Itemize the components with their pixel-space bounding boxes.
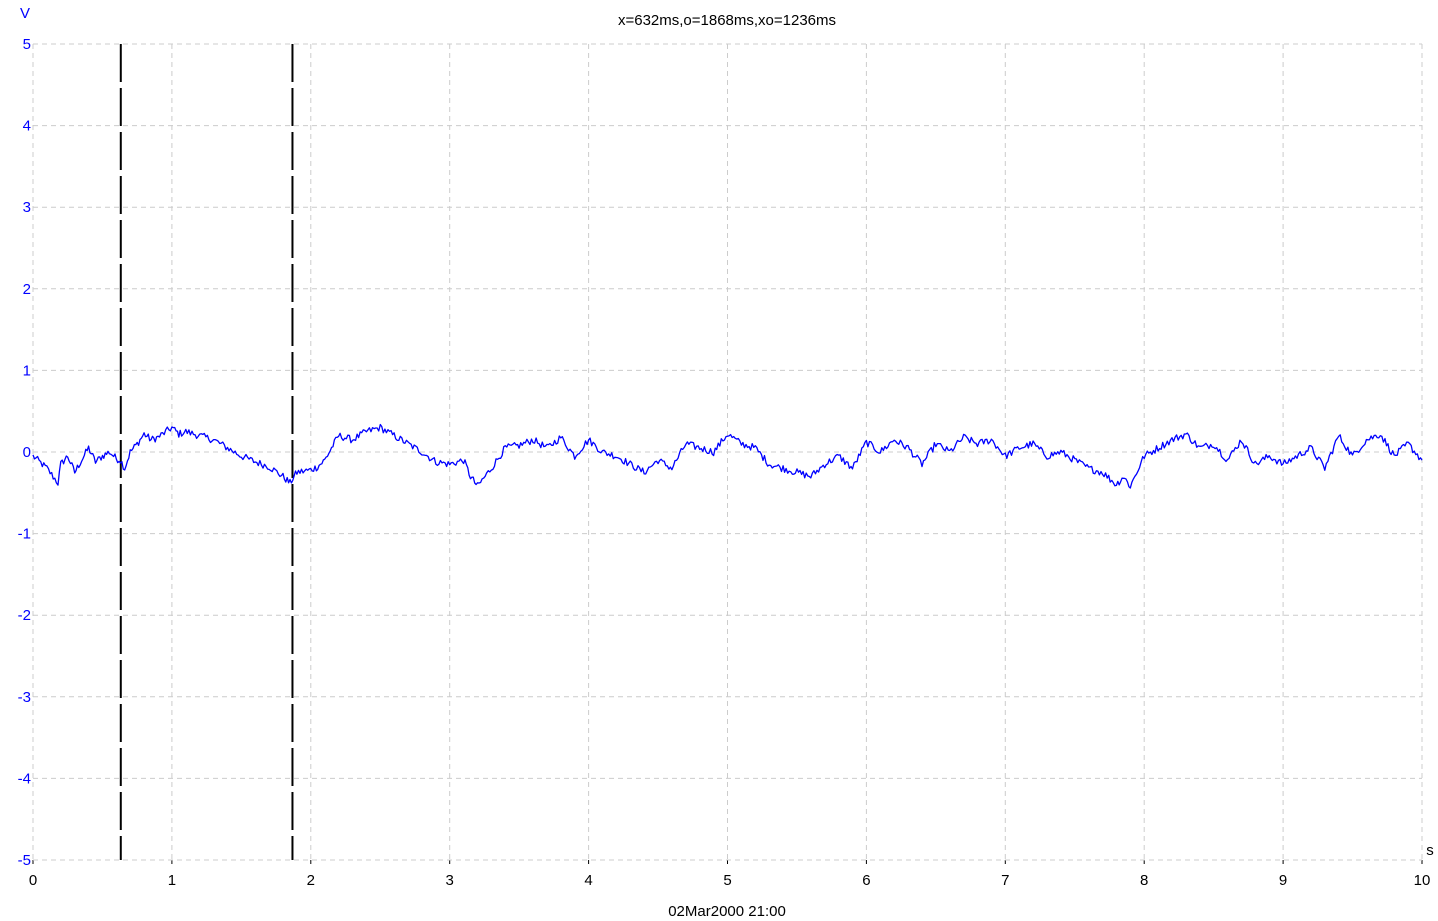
x-tick-label: 9 — [1279, 872, 1287, 889]
x-tick-label: 7 — [1001, 872, 1009, 889]
y-tick-label: 2 — [23, 281, 31, 298]
x-tick-label: 2 — [307, 872, 315, 889]
y-tick-label: -3 — [18, 689, 31, 706]
x-tick-label: 10 — [1414, 872, 1431, 889]
signal-trace — [32, 423, 1423, 489]
chart-title: x=632ms,o=1868ms,xo=1236ms — [618, 12, 836, 29]
y-tick-label: 3 — [23, 199, 31, 216]
y-tick-label: -5 — [18, 852, 31, 869]
y-tick-label: 1 — [23, 362, 31, 379]
cursor-lines[interactable] — [119, 44, 294, 860]
x-tick-labels: 0 1 2 3 4 5 6 7 8 9 10 — [29, 872, 1431, 889]
y-tick-label: -2 — [18, 607, 31, 624]
y-tick-label: -1 — [18, 526, 31, 543]
y-tick-label: 5 — [23, 36, 31, 53]
footer-timestamp: 02Mar2000 21:00 — [668, 903, 786, 920]
grid — [32, 43, 1423, 864]
y-tick-label: -4 — [18, 770, 31, 787]
x-tick-label: 3 — [446, 872, 454, 889]
x-tick-label: 8 — [1140, 872, 1148, 889]
y-tick-label: 4 — [23, 118, 31, 135]
x-tick-label: 0 — [29, 872, 37, 889]
y-tick-labels: 5 4 3 2 1 0 -1 -2 -3 -4 -5 — [18, 36, 31, 869]
y-axis-unit: V — [20, 5, 30, 22]
y-tick-label: 0 — [23, 444, 31, 461]
x-tick-label: 4 — [584, 872, 592, 889]
x-tick-label: 1 — [168, 872, 176, 889]
series-line — [32, 423, 1423, 489]
x-tick-label: 6 — [862, 872, 870, 889]
x-tick-label: 5 — [723, 872, 731, 889]
x-axis-unit: s — [1426, 842, 1434, 859]
